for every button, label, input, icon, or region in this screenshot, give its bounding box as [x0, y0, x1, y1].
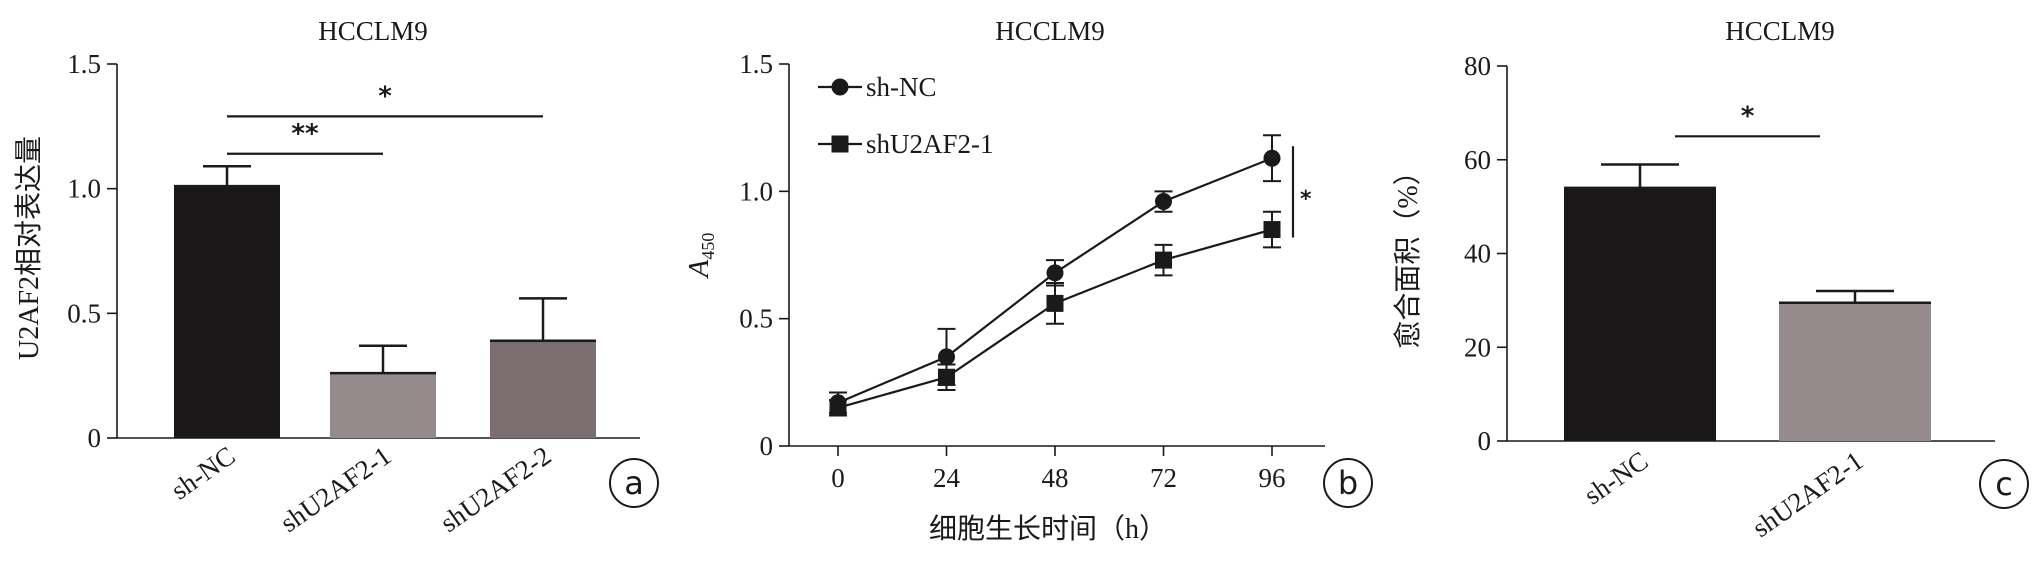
y-tick-label: 0	[760, 431, 774, 461]
x-tick-label: 72	[1150, 463, 1177, 493]
chart-title: HCCLM9	[1725, 16, 1835, 46]
panel-label: b	[1338, 464, 1358, 502]
y-tick-label: 0.5	[67, 298, 101, 328]
bar	[174, 186, 280, 438]
panel-b: HCCLM9 0 0.5 1.0 1.5 0 24 48 72 96 细胞生长时间（h） A450 sh…	[683, 16, 1373, 545]
y-axis-label: A450	[683, 233, 718, 280]
y-axis-label-subscript: 450	[698, 233, 718, 260]
y-tick-label: 80	[1464, 51, 1491, 81]
panel-label-circle	[609, 458, 659, 508]
bar	[490, 340, 596, 438]
bar	[330, 373, 436, 438]
y-tick-label: 40	[1464, 239, 1491, 269]
x-tick-label: 0	[831, 463, 845, 493]
data-point-circle	[1155, 193, 1172, 211]
data-point-square	[829, 399, 847, 417]
x-axis-label: 细胞生长时间（h）	[929, 513, 1167, 545]
category-label: shU2AF2-1	[1747, 445, 1869, 543]
y-axis-label-main: A	[683, 259, 715, 279]
panel-label: a	[624, 464, 644, 502]
data-point-square	[1046, 294, 1064, 312]
y-tick-label: 1.5	[67, 49, 101, 79]
category-label: shU2AF2-1	[275, 440, 397, 538]
significance-label: *	[1741, 101, 1755, 131]
data-point-square	[938, 368, 955, 386]
y-tick-label: 1.0	[67, 174, 101, 204]
chart-title: HCCLM9	[318, 16, 428, 46]
data-point-circle	[1263, 149, 1281, 167]
category-label: sh-NC	[1578, 445, 1653, 510]
legend-marker-square	[831, 135, 849, 153]
category-label: sh-NC	[165, 440, 240, 505]
category-label: shU2AF2-2	[435, 440, 557, 538]
data-point-square	[1155, 251, 1172, 269]
legend-label: shU2AF2-1	[866, 129, 994, 159]
panel-label-circle	[1979, 459, 2029, 509]
y-tick-label: 1.0	[739, 176, 773, 206]
panel-a: HCCLM9 0 0.5 1.0 1.5 U2AF2相对表达量 sh-NC shU2AF2-1…	[13, 16, 659, 538]
x-tick-label: 96	[1259, 463, 1286, 493]
y-axis-label: 愈合面积（%）	[1392, 157, 1424, 348]
bar	[1564, 187, 1716, 441]
bar	[1779, 302, 1931, 441]
data-point-circle	[1046, 264, 1064, 282]
x-tick-label: 24	[933, 463, 961, 493]
y-axis-label: U2AF2相对表达量	[13, 136, 45, 360]
y-tick-label: 20	[1464, 332, 1491, 362]
chart-title: HCCLM9	[995, 16, 1105, 46]
panel-label-circle	[1323, 458, 1373, 508]
y-tick-label: 0	[1478, 426, 1492, 456]
legend-label: sh-NC	[866, 72, 937, 102]
data-point-square	[1263, 221, 1281, 239]
y-tick-label: 1.5	[739, 49, 773, 79]
data-point-circle	[938, 348, 955, 366]
x-tick-label: 48	[1042, 463, 1069, 493]
panel-label: c	[1995, 465, 2013, 503]
panel-c: HCCLM9 0 20 40 60 80 愈合面积（%） sh-NC shU2AF2-1 * c	[1392, 16, 2029, 543]
significance-label: **	[291, 119, 319, 149]
y-tick-label: 0	[88, 423, 102, 453]
y-tick-label: 0.5	[739, 304, 773, 334]
legend-marker-circle	[831, 78, 849, 96]
significance-label: *	[1300, 187, 1312, 212]
significance-label: *	[378, 81, 392, 111]
y-tick-label: 60	[1464, 145, 1491, 175]
